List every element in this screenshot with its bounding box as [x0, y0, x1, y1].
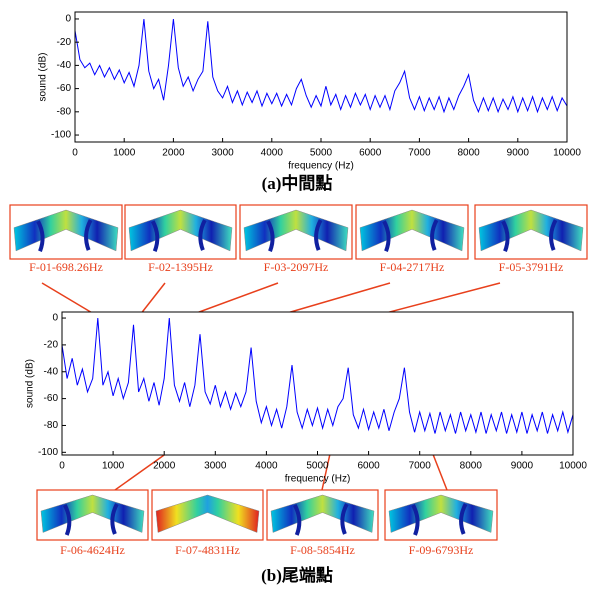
y-tick-label: -20 — [57, 37, 72, 48]
mode-shape — [355, 204, 469, 260]
x-tick-label: 9000 — [507, 148, 530, 159]
y-tick-label: -100 — [51, 130, 71, 141]
x-tick-label: 0 — [59, 461, 65, 472]
mode-label: F-08-5854Hz — [290, 543, 355, 557]
y-tick-label: -80 — [57, 106, 72, 117]
mode-line — [62, 504, 72, 536]
x-tick-label: 5000 — [310, 148, 333, 159]
mode-label: F-01-698.26Hz — [29, 260, 103, 274]
mode-label: F-06-4624Hz — [60, 543, 125, 557]
y-axis-label: sound (dB) — [38, 53, 49, 102]
spectrum-line — [61, 317, 574, 435]
y-tick-label: 0 — [65, 14, 71, 25]
x-tick-label: 7000 — [409, 461, 432, 472]
plot-area — [75, 12, 567, 142]
beam-shape — [359, 209, 465, 252]
x-tick-label: 2000 — [153, 461, 176, 472]
plot-area — [62, 312, 573, 455]
spectrum-line — [74, 18, 568, 114]
mode-label: F-04-2717Hz — [380, 260, 445, 274]
arrow — [41, 282, 95, 315]
caption: (a)中間點 — [262, 173, 333, 193]
x-axis-label: frequency (Hz) — [285, 474, 351, 485]
mode-line — [340, 503, 349, 535]
mode-label: F-07-4831Hz — [175, 543, 240, 557]
y-tick-label: -60 — [44, 393, 59, 404]
mode-shape — [124, 204, 237, 260]
y-tick-label: -80 — [44, 420, 59, 431]
y-tick-label: -100 — [38, 447, 58, 458]
mode-shape — [474, 204, 588, 260]
x-tick-label: 0 — [72, 148, 78, 159]
mode-line — [198, 219, 207, 251]
x-tick-label: 1000 — [113, 148, 136, 159]
x-tick-label: 6000 — [357, 461, 380, 472]
mode-label: F-05-3791Hz — [499, 260, 564, 274]
y-tick-label: 0 — [52, 313, 58, 324]
mode-label: F-02-1395Hz — [148, 260, 213, 274]
mode-line — [36, 220, 45, 252]
beam-shape — [13, 209, 119, 252]
mode-line — [430, 219, 439, 251]
y-tick-label: -40 — [44, 366, 59, 377]
mode-line — [382, 220, 391, 252]
mode-label: F-09-6793Hz — [409, 543, 474, 557]
mode-line — [84, 219, 93, 251]
mode-line — [292, 504, 302, 536]
mode-shape — [239, 204, 353, 260]
x-tick-label: 7000 — [408, 148, 431, 159]
x-tick-label: 4000 — [255, 461, 278, 472]
x-tick-label: 6000 — [359, 148, 382, 159]
beam-shape — [128, 209, 233, 252]
beam-shape — [270, 494, 375, 533]
beam-shape — [243, 209, 349, 252]
x-tick-label: 8000 — [457, 148, 480, 159]
mode-line — [501, 220, 510, 252]
x-tick-label: 5000 — [306, 461, 329, 472]
x-axis-label: frequency (Hz) — [288, 161, 354, 172]
mode-line — [110, 503, 119, 535]
caption: (b)尾端點 — [261, 565, 333, 585]
y-tick-label: -40 — [57, 60, 72, 71]
mode-shape — [384, 489, 498, 541]
mode-line — [459, 503, 468, 535]
mode-line — [411, 504, 420, 536]
x-tick-label: 2000 — [162, 148, 185, 159]
x-tick-label: 10000 — [553, 148, 581, 159]
mode-line — [266, 220, 275, 252]
beam-shape — [388, 494, 494, 533]
x-tick-label: 3000 — [211, 148, 234, 159]
x-tick-label: 8000 — [460, 461, 483, 472]
mode-shape — [266, 489, 379, 541]
mode-shape — [151, 489, 264, 541]
mode-line — [314, 219, 323, 251]
x-tick-label: 4000 — [261, 148, 284, 159]
y-tick-label: -20 — [44, 340, 59, 351]
mode-line — [549, 219, 558, 251]
y-tick-label: -60 — [57, 83, 72, 94]
mode-shape — [9, 204, 123, 260]
x-tick-label: 9000 — [511, 461, 534, 472]
mode-shape — [36, 489, 149, 541]
beam-shape — [155, 494, 260, 533]
y-axis-label: sound (dB) — [25, 359, 36, 408]
x-tick-label: 10000 — [559, 461, 587, 472]
mode-label: F-03-2097Hz — [264, 260, 329, 274]
mode-line — [150, 220, 160, 252]
beam-shape — [478, 209, 584, 252]
x-tick-label: 3000 — [204, 461, 227, 472]
x-tick-label: 1000 — [102, 461, 125, 472]
beam-shape — [40, 494, 145, 533]
